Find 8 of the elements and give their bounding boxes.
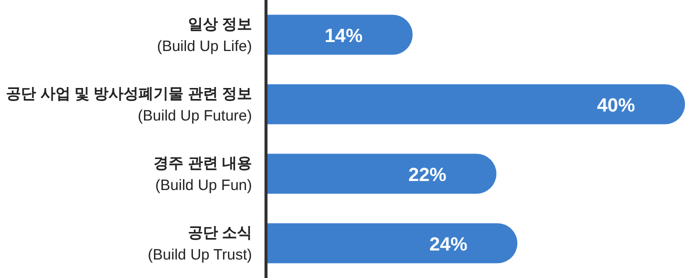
y-tick-label: 공단 소식 (Build Up Trust) <box>148 224 252 264</box>
y-tick-label: 공단 사업 및 방사성폐기물 관련 정보 (Build Up Future) <box>6 85 252 124</box>
data-label: 24% <box>429 234 468 256</box>
y-tick-label: 경주 관련 내용 (Build Up Fun) <box>154 154 252 194</box>
data-label: 14% <box>324 26 363 47</box>
data-label: 22% <box>408 164 447 186</box>
data-label: 40% <box>596 95 636 116</box>
y-tick-label: 일상 정보 (Build Up Life) <box>156 16 252 55</box>
